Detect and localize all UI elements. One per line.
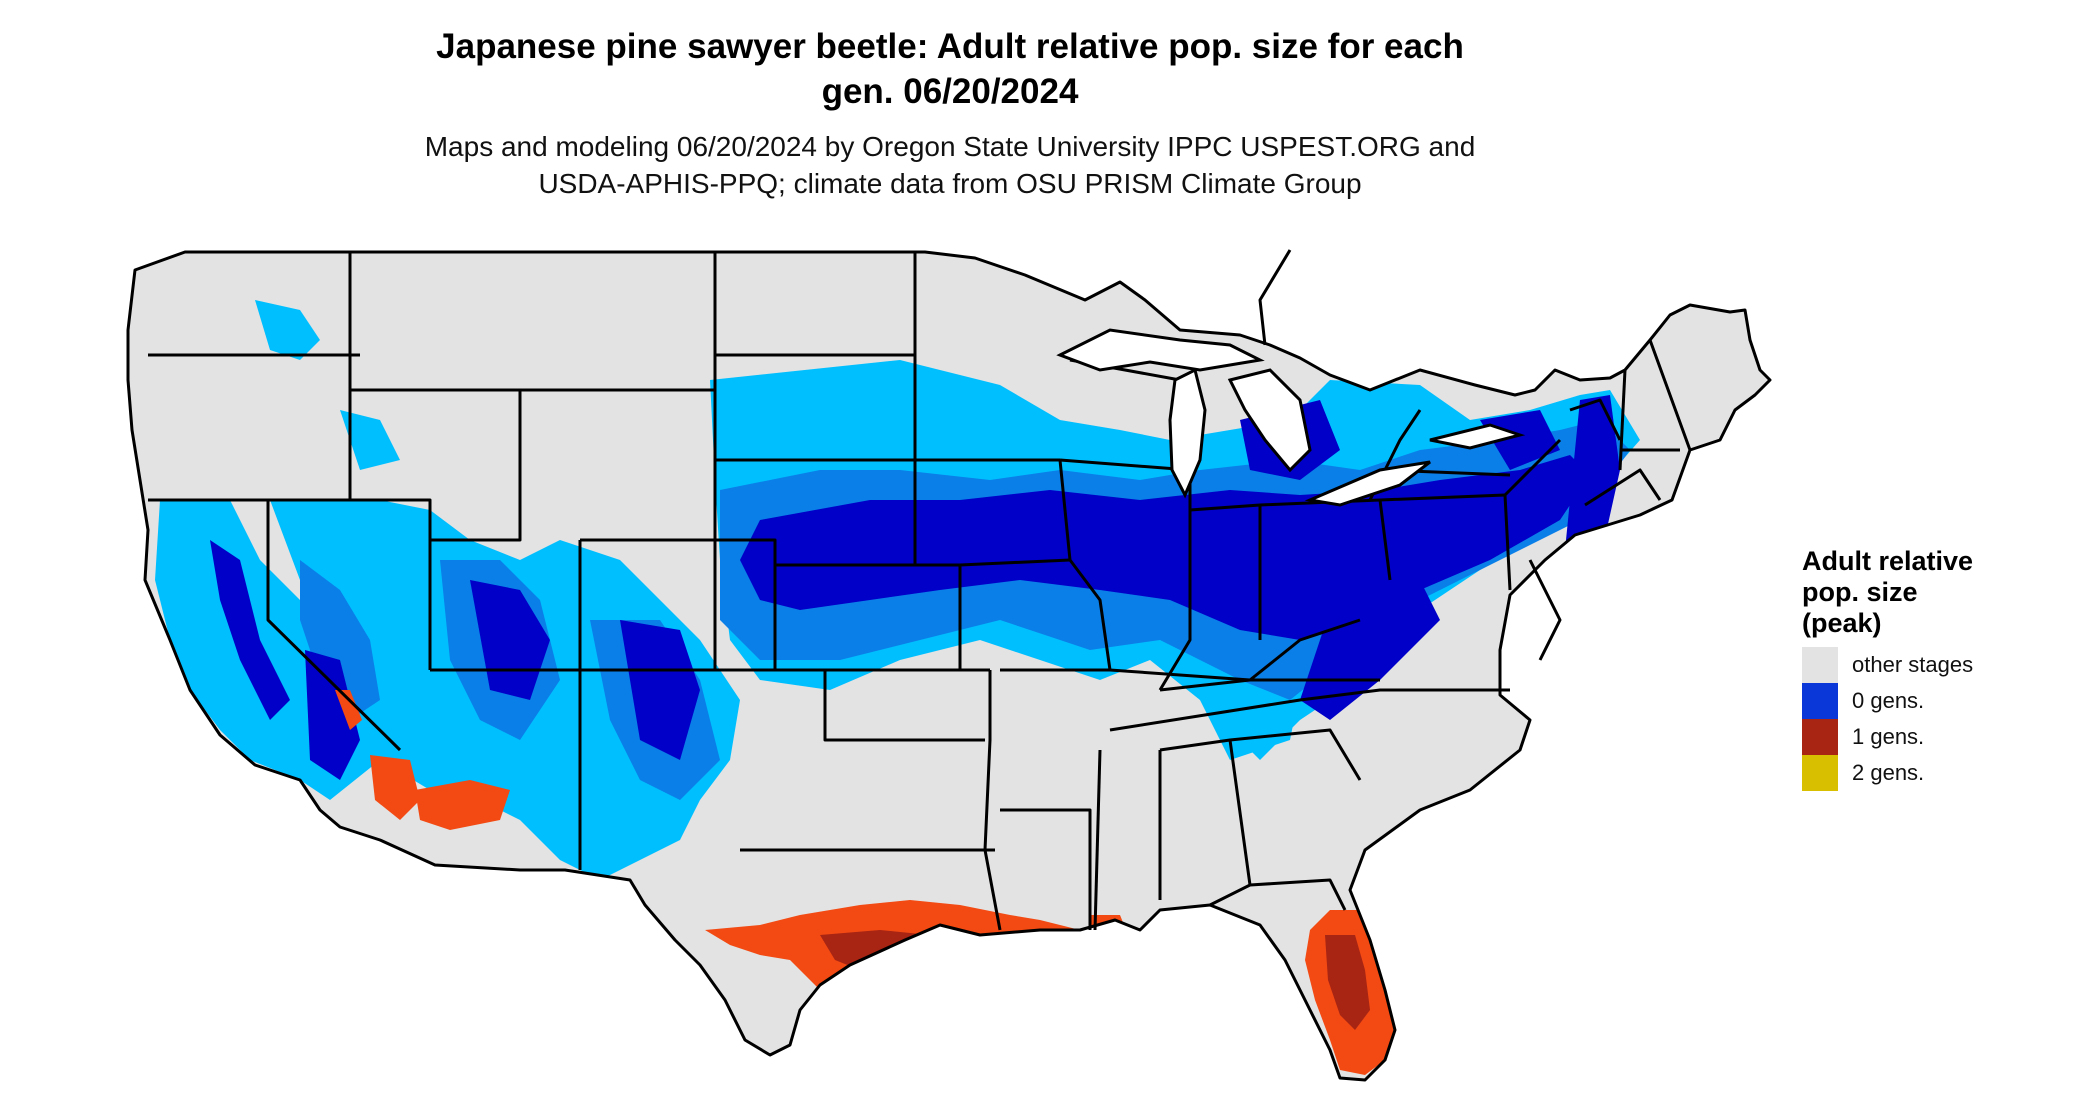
legend-swatch-other-stages	[1802, 647, 1838, 683]
lake-erie	[1304, 460, 1431, 507]
legend-swatch-2-gens	[1802, 755, 1838, 791]
map-subtitle-line-1: Maps and modeling 06/20/2024 by Oregon S…	[424, 131, 1476, 162]
map-subtitle-line-2: USDA-APHIS-PPQ; climate data from OSU PR…	[538, 168, 1362, 199]
legend-title-line: pop. size	[1802, 577, 1918, 607]
legend-item-0-gens: 0 gens.	[1802, 683, 1973, 719]
map-title-line-1: Japanese pine sawyer beetle: Adult relat…	[436, 27, 1464, 66]
legend-label-other-stages: other stages	[1852, 652, 1974, 677]
map-legend: Adult relative pop. size (peak) other st…	[1802, 546, 1973, 791]
legend-swatch-1-gens	[1802, 719, 1838, 755]
map-title-line-2: gen. 06/20/2024	[821, 72, 1079, 111]
legend-item-1-gens: 1 gens.	[1802, 719, 1973, 755]
legend-title-line: (peak)	[1802, 608, 1882, 638]
legend-label-2-gens: 2 gens.	[1852, 760, 1925, 785]
map-title: Japanese pine sawyer beetle: Adult relat…	[300, 24, 1600, 114]
lake-superior	[1056, 328, 1265, 372]
map-subtitle: Maps and modeling 06/20/2024 by Oregon S…	[300, 128, 1600, 202]
legend-swatch-0-gens	[1802, 683, 1838, 719]
legend-item-2-gens: 2 gens.	[1802, 755, 1973, 791]
legend-item-other-stages: other stages	[1802, 647, 1973, 683]
legend-title-line: Adult relative	[1802, 546, 1974, 576]
legend-label-0-gens: 0 gens.	[1852, 688, 1925, 713]
legend-label-1-gens: 1 gens.	[1852, 724, 1925, 749]
great-lakes	[1056, 328, 1526, 507]
lake-huron	[1227, 368, 1312, 473]
lake-ontario	[1429, 423, 1526, 450]
lake-michigan	[1168, 367, 1207, 499]
state-borders	[126, 249, 1772, 1082]
legend-title: Adult relative pop. size (peak)	[1802, 546, 1973, 639]
